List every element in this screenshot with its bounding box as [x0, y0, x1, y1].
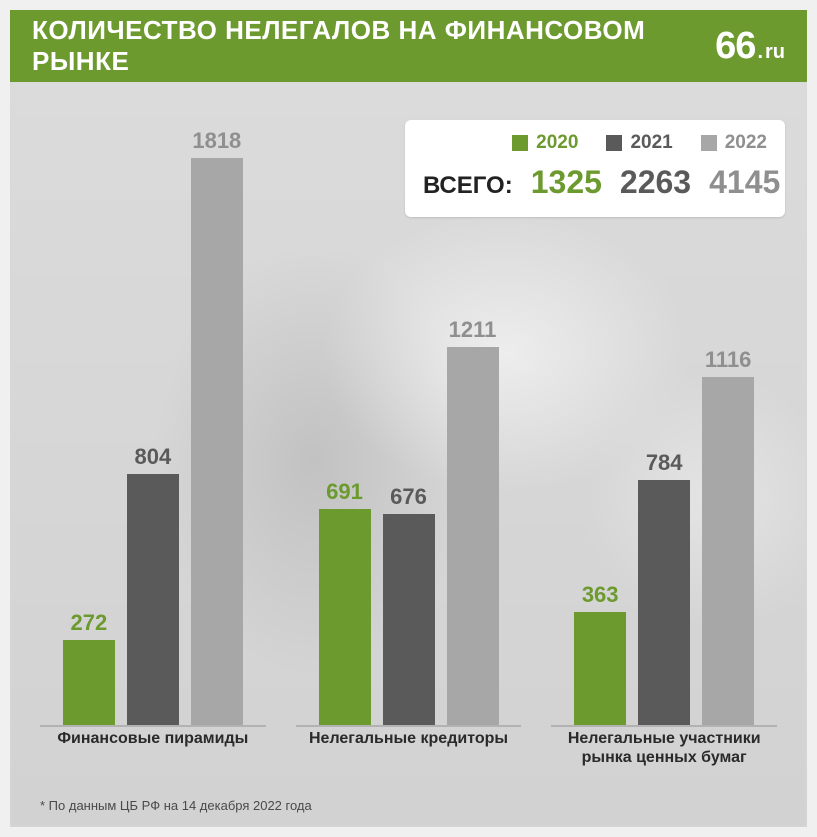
bar-value-label: 363	[582, 582, 619, 608]
swatch-2022	[701, 135, 717, 151]
legend-years-row: 2020 2021 2022	[423, 132, 767, 154]
legend-year-2020: 2020	[512, 132, 578, 154]
swatch-2021	[606, 135, 622, 151]
legend-box: 2020 2021 2022 ВСЕГО: 1325 2263 4145	[405, 120, 785, 217]
bar-chart: 272804181869167612113637841116 Финансовы…	[40, 130, 777, 767]
bar-value-label: 272	[70, 610, 107, 636]
bar-value-label: 1818	[192, 128, 241, 154]
total-2022: 4145	[709, 164, 780, 201]
category-label: Финансовые пирамиды	[40, 730, 266, 767]
legend-label-2020: 2020	[536, 132, 578, 154]
bar: 1818	[191, 158, 243, 725]
logo-number: 66	[715, 25, 755, 68]
legend-label-2022: 2022	[725, 132, 767, 154]
logo-suffix: ru	[765, 41, 785, 64]
swatch-2020	[512, 135, 528, 151]
legend-year-2022: 2022	[701, 132, 767, 154]
total-2020: 1325	[531, 164, 602, 201]
legend-totals-row: ВСЕГО: 1325 2263 4145	[423, 164, 767, 201]
bar-value-label: 1211	[449, 317, 497, 343]
bar: 272	[63, 640, 115, 725]
category-label: Нелегальные участники рынка ценных бумаг	[551, 730, 777, 767]
bar-value-label: 676	[390, 484, 427, 510]
bar-value-label: 784	[646, 450, 683, 476]
bar-value-label: 804	[134, 444, 171, 470]
bar: 804	[127, 474, 179, 725]
title-bar: КОЛИЧЕСТВО НЕЛЕГАЛОВ НА ФИНАНСОВОМ РЫНКЕ…	[10, 10, 807, 82]
bar-groups: 272804181869167612113637841116	[40, 130, 777, 727]
bar-group: 6916761211	[296, 130, 522, 727]
bar-group: 2728041818	[40, 130, 266, 727]
bar-group: 3637841116	[551, 130, 777, 727]
legend-label-2021: 2021	[630, 132, 672, 154]
totals-label: ВСЕГО:	[423, 172, 513, 200]
bar: 1116	[702, 377, 754, 725]
category-labels: Финансовые пирамиды Нелегальные кредиторы…	[40, 730, 777, 767]
bar-value-label: 1116	[705, 347, 752, 373]
category-label: Нелегальные кредиторы	[296, 730, 522, 767]
logo-dot: .	[757, 41, 763, 64]
bar: 784	[638, 480, 690, 725]
bar: 676	[383, 514, 435, 725]
chart-title: КОЛИЧЕСТВО НЕЛЕГАЛОВ НА ФИНАНСОВОМ РЫНКЕ	[32, 15, 715, 77]
infographic-frame: КОЛИЧЕСТВО НЕЛЕГАЛОВ НА ФИНАНСОВОМ РЫНКЕ…	[10, 10, 807, 827]
legend-year-2021: 2021	[606, 132, 672, 154]
site-logo: 66 . ru	[715, 25, 785, 68]
bar: 363	[574, 612, 626, 725]
bar: 1211	[447, 347, 499, 725]
bar-value-label: 691	[326, 479, 363, 505]
total-2021: 2263	[620, 164, 691, 201]
bar: 691	[319, 509, 371, 725]
footnote: * По данным ЦБ РФ на 14 декабря 2022 год…	[40, 798, 312, 813]
